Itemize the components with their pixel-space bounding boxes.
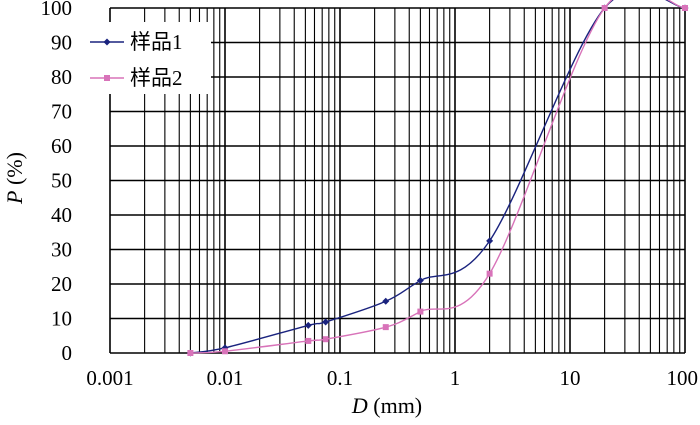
y-axis-variable: P xyxy=(2,191,27,205)
x-axis-ticks: 0.001 0.01 0.1 1 10 100 xyxy=(86,366,698,390)
x-tick-label: 100 xyxy=(667,366,699,390)
x-tick-label: 0.01 xyxy=(207,366,244,390)
legend-box xyxy=(83,22,211,94)
series-line xyxy=(190,0,686,354)
data-point xyxy=(682,5,688,11)
x-axis-title: D (mm) xyxy=(351,393,422,418)
series-area xyxy=(186,0,689,357)
series-line xyxy=(190,0,686,354)
x-axis-unit: (mm) xyxy=(368,393,422,418)
legend-item: 样品2 xyxy=(90,66,183,90)
x-tick-label: 0.1 xyxy=(327,366,353,390)
y-tick-label: 100 xyxy=(41,0,73,20)
y-tick-label: 20 xyxy=(51,272,72,296)
y-axis-unit: (%) xyxy=(2,152,27,190)
y-tick-label: 80 xyxy=(51,65,72,89)
data-point xyxy=(382,324,389,331)
y-tick-label: 70 xyxy=(51,100,72,124)
x-axis-variable: D xyxy=(351,393,368,418)
legend-swatch-marker xyxy=(103,38,111,46)
data-point xyxy=(416,277,424,285)
y-tick-label: 60 xyxy=(51,134,72,158)
y-tick-label: 90 xyxy=(51,31,72,55)
y-tick-label: 40 xyxy=(51,203,72,227)
data-point xyxy=(304,321,312,329)
y-axis-ticks: 0 10 20 30 40 50 60 70 80 90 100 xyxy=(41,0,73,365)
data-point xyxy=(417,308,424,315)
legend-label: 样品2 xyxy=(130,66,183,90)
data-point xyxy=(305,337,312,344)
x-tick-label: 10 xyxy=(560,366,581,390)
data-point xyxy=(322,336,329,343)
data-point xyxy=(222,348,228,355)
y-tick-label: 0 xyxy=(62,341,73,365)
data-point xyxy=(322,318,330,326)
legend: 样品1 样品2 xyxy=(83,22,211,94)
x-tick-label: 1 xyxy=(450,366,461,390)
y-tick-label: 50 xyxy=(51,169,72,193)
legend-swatch-marker xyxy=(104,75,110,81)
y-tick-label: 10 xyxy=(51,307,72,331)
legend-label: 样品1 xyxy=(130,30,183,54)
legend-item: 样品1 xyxy=(90,30,183,54)
data-point xyxy=(187,350,194,356)
x-tick-label: 0.001 xyxy=(86,366,133,390)
data-point xyxy=(486,237,494,245)
data-point xyxy=(382,297,390,305)
legend-items: 样品1 样品2 xyxy=(90,30,183,90)
series-2 xyxy=(187,0,688,356)
data-point xyxy=(601,5,608,11)
data-point xyxy=(486,270,493,277)
y-axis-title: P (%) xyxy=(2,152,27,205)
y-tick-label: 30 xyxy=(51,238,72,262)
